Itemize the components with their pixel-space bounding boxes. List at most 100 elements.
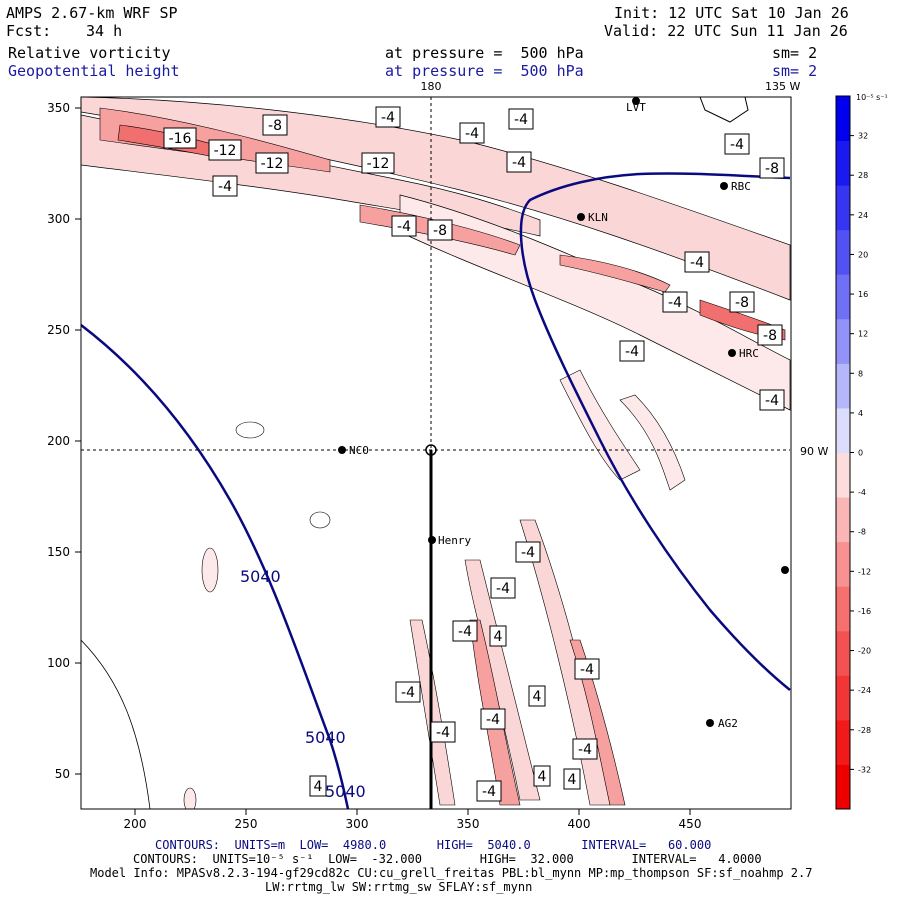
- colorbar-tick-label: 12: [858, 330, 868, 339]
- colorbar-tick-label: 4: [858, 409, 863, 418]
- height-label: 5040: [240, 567, 281, 586]
- meridian-180-label: 180: [421, 80, 442, 93]
- colorbar-tick-label: 8: [858, 369, 863, 378]
- field1-smoothing: sm= 2: [772, 44, 818, 62]
- svg-text:AG2: AG2: [718, 717, 738, 730]
- svg-text:HRC: HRC: [739, 347, 759, 360]
- colorbar-bin: [836, 497, 850, 543]
- y-tick-label: 100: [47, 656, 70, 670]
- vorticity-label: -4: [391, 215, 417, 237]
- svg-text:-4: -4: [625, 344, 639, 360]
- x-tick-label: 400: [568, 817, 591, 831]
- svg-text:-8: -8: [433, 223, 447, 239]
- svg-text:RBC: RBC: [731, 180, 751, 193]
- colorbar-tick-label: 32: [858, 132, 868, 141]
- vorticity-label: -8: [759, 157, 785, 179]
- colorbar-bin: [836, 630, 850, 676]
- field1-name: Relative vorticity: [8, 44, 171, 62]
- svg-text:-4: -4: [578, 742, 592, 758]
- svg-text:4: 4: [533, 689, 542, 705]
- colorbar-tick-label: -24: [858, 686, 871, 695]
- vorticity-label: -4: [508, 108, 534, 130]
- vorticity-labels: -16 -12 -12 -12 -8 -8 -8 -8 -8 -4 -4 -4 -4 -4 -4 -4 -4 -4…: [163, 106, 785, 802]
- svg-text:-4: -4: [458, 624, 472, 640]
- colorbar-bin: [836, 586, 850, 632]
- field2-name: Geopotential height: [8, 62, 180, 80]
- field2-level: at pressure = 500 hPa: [385, 62, 584, 80]
- height-label: 5040: [325, 782, 366, 801]
- vorticity-label: -16: [163, 127, 197, 149]
- station-hrc: HRC: [728, 347, 759, 360]
- x-tick-label: 200: [124, 817, 147, 831]
- svg-text:-8: -8: [763, 328, 777, 344]
- colorbar-bin: [836, 764, 850, 810]
- colorbar-bin: [836, 675, 850, 721]
- svg-text:-4: -4: [486, 712, 500, 728]
- y-tick-label: 200: [47, 434, 70, 448]
- svg-text:-12: -12: [367, 156, 390, 172]
- svg-text:-8: -8: [765, 161, 779, 177]
- svg-text:-4: -4: [218, 179, 232, 195]
- vorticity-label: -12: [255, 152, 289, 174]
- x-tick-label: 300: [346, 817, 369, 831]
- vorticity-label: -4: [212, 175, 238, 197]
- colorbar-tick-label: 0: [858, 449, 863, 458]
- y-tick-label: 50: [55, 767, 70, 781]
- vorticity-label: -4: [459, 122, 485, 144]
- vorticity-field: [81, 97, 791, 809]
- vorticity-label: -4: [574, 658, 600, 680]
- vorticity-label: -4: [375, 106, 401, 128]
- vorticity-label: -12: [361, 152, 395, 174]
- y-tick-label: 250: [47, 323, 70, 337]
- svg-text:-4: -4: [765, 393, 779, 409]
- footer-vort-contours: CONTOURS: UNITS=10⁻⁵ s⁻¹ LOW= -32.000 HI…: [133, 852, 762, 866]
- svg-text:-4: -4: [465, 126, 479, 142]
- colorbar-bin: [836, 407, 850, 453]
- vorticity-label: -4: [619, 340, 645, 362]
- vorticity-label: -8: [262, 114, 288, 136]
- forecast-label: Fcst:: [6, 22, 52, 40]
- init-time: Init: 12 UTC Sat 10 Jan 26: [614, 4, 849, 22]
- svg-text:-4: -4: [730, 137, 744, 153]
- vorticity-label: 4: [528, 685, 546, 707]
- svg-text:-4: -4: [580, 662, 594, 678]
- svg-text:-4: -4: [512, 155, 526, 171]
- station-lvt: LVT: [626, 97, 646, 114]
- colorbar-bin: [836, 96, 850, 142]
- svg-text:LVT: LVT: [626, 101, 646, 114]
- svg-text:Henry: Henry: [438, 534, 471, 547]
- south-pole-marker: [425, 444, 437, 456]
- station-henry: Henry: [428, 534, 471, 547]
- svg-text:4: 4: [568, 772, 577, 788]
- y-tick-label: 150: [47, 545, 70, 559]
- x-tick-label: 450: [679, 817, 702, 831]
- svg-text:-4: -4: [401, 685, 415, 701]
- svg-text:4: 4: [314, 779, 323, 795]
- colorbar-tick-label: -12: [858, 567, 871, 576]
- vorticity-label: -4: [506, 151, 532, 173]
- svg-text:-4: -4: [397, 219, 411, 235]
- y-tick-label: 350: [47, 101, 70, 115]
- colorbar: 10⁻⁵ s⁻¹ 32 28 24 20 16 12 8 4 0 -4 -8 -12 -16 -20 -24…: [835, 93, 888, 810]
- station-rbc: RBC: [720, 180, 751, 193]
- vorticity-label: -8: [757, 324, 783, 346]
- field1-level: at pressure = 500 hPa: [385, 44, 584, 62]
- valid-time: Valid: 22 UTC Sun 11 Jan 26: [604, 22, 848, 40]
- vorticity-label: -4: [759, 389, 785, 411]
- svg-text:-4: -4: [521, 545, 535, 561]
- colorbar-tick-label: -20: [858, 647, 871, 656]
- vorticity-label: -4: [430, 721, 456, 743]
- vorticity-label: -4: [662, 291, 688, 313]
- svg-text:-4: -4: [482, 784, 496, 800]
- svg-text:4: 4: [538, 769, 547, 785]
- svg-text:-16: -16: [169, 131, 192, 147]
- vorticity-label: -8: [427, 219, 453, 241]
- model-title: AMPS 2.67-km WRF SP: [6, 4, 178, 22]
- svg-text:-4: -4: [381, 110, 395, 126]
- colorbar-tick-label: 24: [858, 211, 868, 220]
- footer-physics: LW:rrtmg_lw SW:rrtmg_sw SFLAY:sf_mynn: [265, 880, 533, 894]
- vorticity-label: -4: [476, 780, 502, 802]
- colorbar-bin: [836, 274, 850, 320]
- svg-text:-8: -8: [268, 118, 282, 134]
- vorticity-label: -4: [572, 738, 598, 760]
